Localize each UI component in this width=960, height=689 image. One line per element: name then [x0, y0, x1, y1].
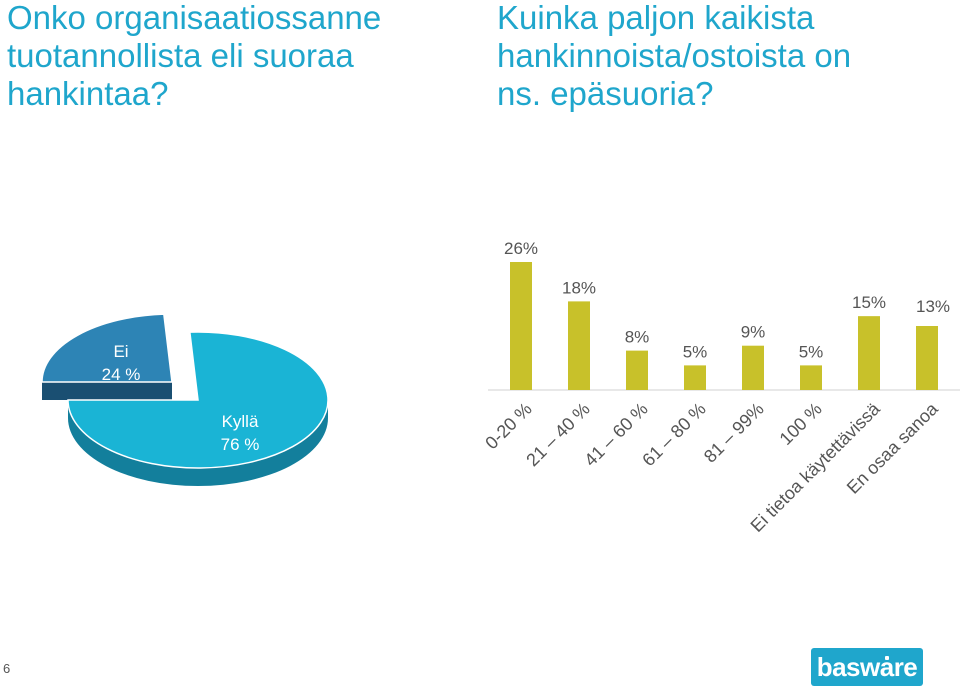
bar-value-label-8: 13% [916, 297, 950, 316]
bar-6 [800, 365, 822, 390]
pie-slice-ei [41, 313, 173, 400]
bar-5 [742, 345, 764, 390]
bar-4 [684, 365, 706, 390]
pie-label-kylla-name: Kyllä [222, 412, 259, 431]
pie-label-ei-name: Ei [113, 342, 128, 361]
pie-slice-kylla [67, 331, 329, 486]
bar-category-label-4: 61 – 80 % [638, 399, 709, 470]
pie-chart: Ei 24 % Kyllä 76 % [41, 313, 329, 486]
bar-category-label-6: 100 % [776, 399, 826, 449]
pie-label-ei-value: 24 % [102, 365, 141, 384]
bar-8 [916, 326, 938, 390]
pie-label-kylla-value: 76 % [221, 435, 260, 454]
bar-value-label-7: 15% [852, 293, 886, 312]
logo-text: basware [816, 652, 918, 682]
bar-7 [858, 316, 880, 390]
bar-value-label-4: 5% [683, 342, 708, 361]
bar-3 [626, 350, 648, 390]
logo-dot [885, 656, 889, 660]
right-title: Kuinka paljon kaikista hankinnoista/osto… [497, 0, 852, 112]
page-number: 6 [3, 661, 11, 676]
bar-value-label-6: 5% [799, 342, 824, 361]
pie-slice-kylla-top [67, 331, 329, 469]
pie-slice-ei-side [42, 382, 172, 400]
pie-slice-ei-top [41, 313, 173, 383]
bar-value-label-5: 9% [741, 323, 766, 342]
bar-value-label-2: 18% [562, 278, 596, 297]
bar-2 [568, 301, 590, 390]
bar-category-label-1: 0-20 % [481, 399, 535, 453]
bar-value-label-3: 8% [625, 328, 650, 347]
basware-logo: basware [811, 648, 923, 686]
bar-chart: 26%0-20 %18%21 – 40 %8%41 – 60 %5%61 – 8… [481, 239, 960, 536]
left-title: Onko organisaatiossanne tuotannollista e… [7, 0, 382, 112]
pie-slice-kylla-side [68, 400, 328, 486]
bar-value-label-1: 26% [504, 239, 538, 258]
bar-category-label-5: 81 – 99% [700, 399, 768, 467]
bar-1 [510, 262, 532, 390]
